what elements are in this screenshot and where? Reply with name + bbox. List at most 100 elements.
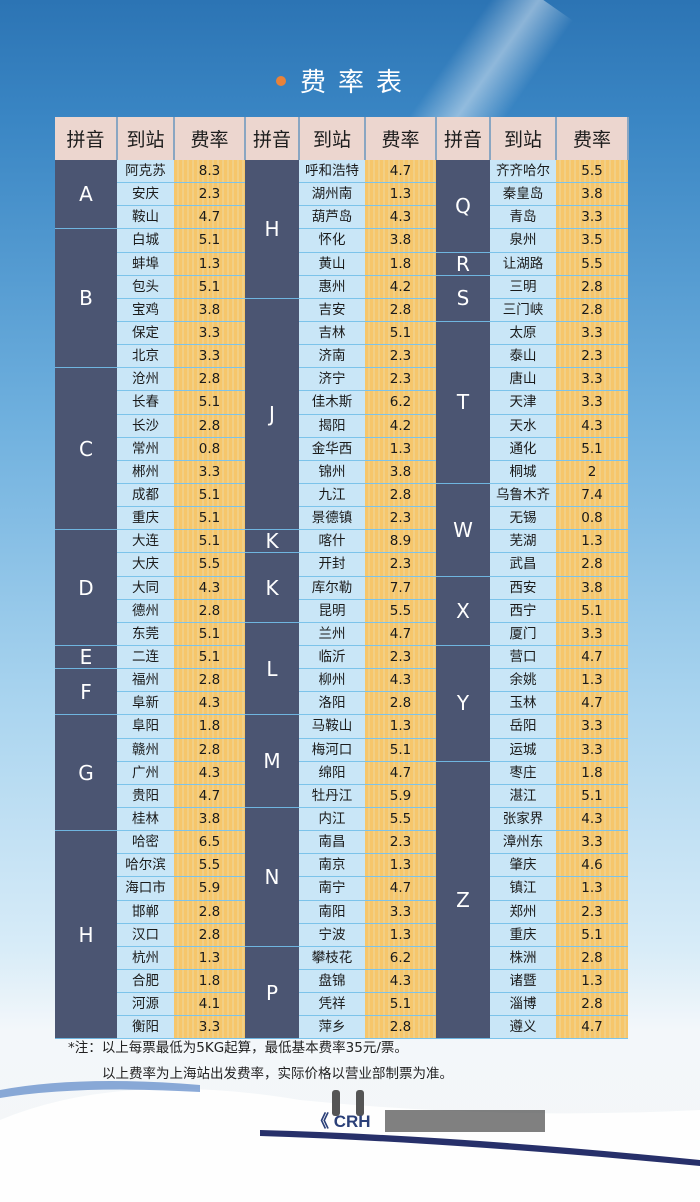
station-name: 赣州	[117, 738, 174, 762]
station-name: 唐山	[490, 367, 556, 392]
rate-value: 4.6	[556, 853, 628, 878]
rate-value: 1.3	[365, 714, 436, 739]
station-name: 南昌	[299, 830, 365, 855]
station-name: 重庆	[490, 923, 556, 947]
station-name: 金华西	[299, 437, 365, 461]
station-name: 株洲	[490, 946, 556, 970]
rate-value: 2.8	[174, 900, 245, 924]
station-name: 柳州	[299, 668, 365, 693]
rate-value: 4.1	[174, 992, 245, 1017]
rate-value: 8.3	[174, 160, 245, 184]
rate-value: 5.1	[174, 228, 245, 253]
station-name: 凭祥	[299, 992, 365, 1017]
table-row: 哈尔滨 5.5 南京 1.3 肇庆 4.6	[55, 853, 628, 878]
pinyin-group-x: X	[436, 576, 490, 646]
pinyin-group-e: E	[55, 645, 117, 670]
station-name: 南京	[299, 853, 365, 878]
table-row: C 沧州 2.8 济宁 2.3 唐山 3.3	[55, 367, 628, 531]
table-row: 海口市 5.9 南宁 4.7 镇江 1.3	[55, 876, 628, 901]
station-name: 绵阳	[299, 761, 365, 785]
station-name: 泰山	[490, 344, 556, 369]
rate-value: 2.8	[174, 599, 245, 623]
table-row: 杭州 1.3 P 攀枝花 6.2 株洲 2.8	[55, 946, 628, 1040]
rate-value: 3.3	[556, 714, 628, 739]
rate-value: 3.3	[556, 205, 628, 230]
rate-value: 2.8	[174, 414, 245, 438]
station-name: 保定	[117, 321, 174, 346]
station-name: 哈尔滨	[117, 853, 174, 878]
station-name: 长春	[117, 390, 174, 415]
station-name: 昆明	[299, 599, 365, 623]
pinyin-group-d: D	[55, 529, 117, 646]
rate-value: 4.7	[365, 876, 436, 901]
rate-value: 1.8	[174, 969, 245, 994]
station-name: 常州	[117, 437, 174, 461]
station-name: 镇江	[490, 876, 556, 901]
station-name: 太原	[490, 321, 556, 346]
rate-value: 5.1	[174, 529, 245, 554]
header-station: 到站	[117, 117, 175, 160]
rate-value: 4.2	[365, 275, 436, 299]
station-name: 通化	[490, 437, 556, 461]
rate-value: 3.3	[556, 622, 628, 646]
station-name: 运城	[490, 738, 556, 762]
note-line-1: *注：以上每票最低为5KG起算，最低基本费率35元/票。	[68, 1040, 408, 1056]
rate-value: 3.8	[556, 182, 628, 207]
station-name: 海口市	[117, 876, 174, 901]
rate-value: 2.3	[365, 645, 436, 670]
rate-value: 3.8	[365, 460, 436, 484]
pinyin-group-w: W	[436, 483, 490, 577]
station-name: 黄山	[299, 252, 365, 276]
rate-value: 1.8	[365, 252, 436, 276]
header-pinyin: 拼音	[245, 117, 300, 160]
rate-value: 3.8	[365, 228, 436, 253]
station-name: 张家界	[490, 807, 556, 832]
rate-value: 3.8	[174, 807, 245, 832]
title-text: 费率表	[300, 68, 415, 98]
station-name: 济南	[299, 344, 365, 369]
rate-value: 4.3	[556, 807, 628, 832]
station-name: 佳木斯	[299, 390, 365, 415]
rate-value: 5.1	[174, 506, 245, 531]
station-name: 天水	[490, 414, 556, 438]
station-name: 大连	[117, 529, 174, 554]
rate-value: 2.3	[365, 344, 436, 369]
rate-value: 2.3	[556, 344, 628, 369]
station-name: 武昌	[490, 552, 556, 577]
table-header-row: 拼音 到站 费率 拼音 到站 费率 拼音 到站 费率	[55, 117, 629, 160]
station-name: 宝鸡	[117, 298, 174, 322]
rate-value: 4.7	[365, 622, 436, 646]
rate-value: 2.8	[365, 1015, 436, 1040]
table-row: 贵阳 4.7 牡丹江 5.9 湛江 5.1	[55, 784, 628, 808]
station-name: 锦州	[299, 460, 365, 484]
rate-value: 1.3	[556, 876, 628, 901]
station-name: 南阳	[299, 900, 365, 924]
station-name: 泉州	[490, 228, 556, 253]
station-name: 让湖路	[490, 252, 556, 276]
station-name: 惠州	[299, 275, 365, 299]
table-row: F 福州 2.8 柳州 4.3 余姚 1.3	[55, 668, 628, 716]
table-row: B 白城 5.1 怀化 3.8 泉州 3.5	[55, 228, 628, 369]
table-row: A 阿克苏 8.3 H 呼和浩特 4.7 Q 齐齐哈尔 5.5	[55, 160, 628, 299]
page-title: 费率表	[276, 62, 414, 99]
rate-value: 2.8	[174, 738, 245, 762]
station-name: 乌鲁木齐	[490, 483, 556, 508]
rate-value: 3.3	[556, 830, 628, 855]
rate-value: 2.8	[174, 923, 245, 947]
station-name: 临沂	[299, 645, 365, 670]
rate-value: 0.8	[174, 437, 245, 461]
table-row: 广州 4.3 绵阳 4.7 Z 枣庄 1.8	[55, 761, 628, 1040]
pinyin-group-l: L	[245, 622, 299, 716]
rate-value: 5.5	[556, 160, 628, 184]
rate-value: 5.5	[174, 853, 245, 878]
station-name: 齐齐哈尔	[490, 160, 556, 184]
pinyin-group-t: T	[436, 321, 490, 484]
station-name: 重庆	[117, 506, 174, 531]
station-name: 长沙	[117, 414, 174, 438]
crh-logo: 《 CRH	[312, 1112, 371, 1131]
rate-value: 2.3	[365, 552, 436, 577]
table-row: 阜新 4.3 洛阳 2.8 玉林 4.7	[55, 691, 628, 716]
rate-value: 2.8	[365, 691, 436, 716]
rate-value: 2.8	[174, 668, 245, 693]
station-name: 九江	[299, 483, 365, 508]
